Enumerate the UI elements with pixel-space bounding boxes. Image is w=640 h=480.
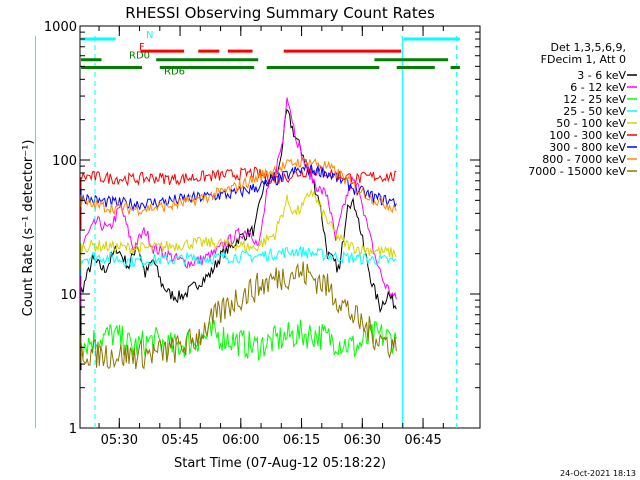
chart-title: RHESSI Observing Summary Count Rates — [125, 4, 435, 22]
legend-entry-label: 6 - 12 keV — [570, 81, 626, 94]
legend-entry-label: 800 - 7000 keV — [542, 153, 626, 166]
x-tick-label: 06:45 — [404, 433, 441, 448]
series-group — [80, 97, 397, 371]
x-tick-label: 06:30 — [344, 433, 381, 448]
series-line-8 — [80, 155, 397, 217]
flag-label-rd0: RD0 — [129, 51, 150, 62]
legend-entry-label: 100 - 300 keV — [549, 129, 626, 142]
series-line-4 — [80, 246, 397, 276]
series-line-5 — [80, 189, 397, 269]
x-tick-label: 06:15 — [283, 433, 320, 448]
series-line-1 — [80, 108, 397, 371]
x-tick-label: 05:45 — [161, 433, 198, 448]
legend-entry-label: 7000 - 15000 keV — [528, 165, 626, 178]
flag-label-n: N — [146, 30, 153, 41]
y-tick-label: 100 — [52, 154, 77, 169]
flag-label-f: F — [139, 42, 145, 53]
footer-timestamp: 24-Oct-2021 18:13 — [560, 469, 636, 478]
x-axis-label: Start Time (07-Aug-12 05:18:22) — [174, 456, 386, 471]
x-tick-label: 05:30 — [101, 433, 138, 448]
y-tick-label: 10 — [60, 288, 77, 303]
y-axis-label: Count Rate (s⁻¹ detector⁻¹) — [21, 140, 36, 317]
legend-entry-label: 3 - 6 keV — [577, 69, 626, 82]
y-tick-label: 1000 — [44, 20, 77, 35]
legend-entry-label: 12 - 25 keV — [563, 93, 626, 106]
series-line-9 — [80, 261, 397, 370]
plot-frame — [79, 25, 481, 429]
legend-entry-label: 50 - 100 keV — [556, 117, 626, 130]
series-line-3 — [80, 319, 397, 361]
flag-label-rd6: RD6 — [164, 67, 185, 78]
legend-header-line: FDecim 1, Att 0 — [541, 53, 626, 66]
series-line-2 — [80, 97, 397, 307]
axis-group: 05:30 05:45 06:00 06:15 06:30 06:45 1 10 100 1000 — [44, 20, 480, 448]
x-tick-label: 06:00 — [222, 433, 259, 448]
series-line-7 — [80, 163, 397, 212]
legend-entry-label: 25 - 50 keV — [563, 105, 626, 118]
legend-header-line: Det 1,3,5,6,9, — [550, 41, 626, 54]
y-tick-label: 1 — [69, 422, 77, 437]
legend: Det 1,3,5,6,9,FDecim 1, Att 0 3 - 6 keV6 … — [528, 41, 637, 178]
legend-entry-label: 300 - 800 keV — [549, 141, 626, 154]
vline-group — [34, 36, 458, 428]
